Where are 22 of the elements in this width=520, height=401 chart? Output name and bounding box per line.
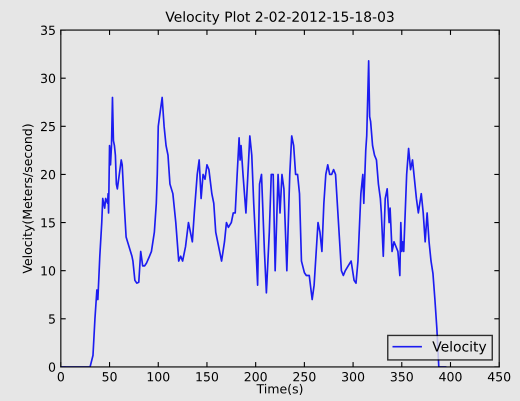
legend-label: Velocity [432,340,486,354]
y-tick-label: 10 [41,266,56,276]
y-tick-label: 20 [40,170,56,180]
x-tick-label: 0 [58,372,64,382]
x-tick-label: 250 [293,372,316,382]
y-tick-label: 30 [41,74,56,84]
x-tick-label: 450 [488,372,510,382]
x-axis-title: Time(s) [256,384,302,396]
x-tick-label: 400 [439,372,462,382]
x-tick-label: 50 [102,372,117,382]
y-tick-label: 0 [48,362,56,372]
y-tick-label: 25 [40,122,55,132]
x-tick-label: 300 [342,372,364,382]
x-tick-label: 100 [148,372,170,382]
y-axis-title: Velocity(Meters/second) [22,124,35,274]
x-tick-label: 150 [196,372,218,382]
x-tick-label: 200 [244,372,267,382]
y-tick-label: 35 [41,26,55,35]
chart-title: Velocity Plot 2-02-2012-15-18-03 [165,11,394,25]
y-tick-label: 15 [41,218,55,228]
y-tick-label: 5 [48,314,55,324]
x-tick-label: 350 [390,372,413,382]
